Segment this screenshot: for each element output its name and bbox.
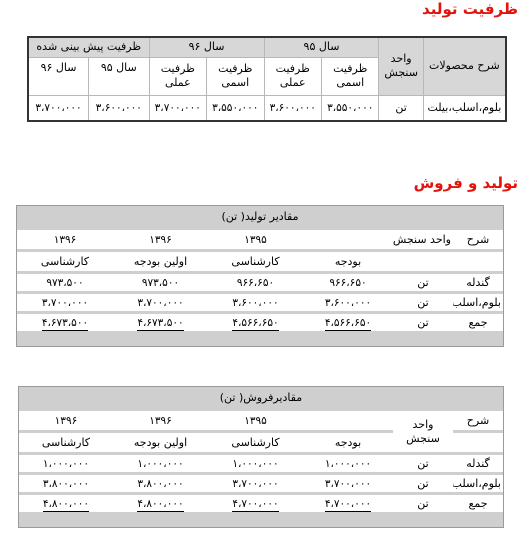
year-header: ۱۳۹۵ <box>208 411 303 433</box>
cell-value: ۳،۶۰۰،۰۰۰ <box>263 94 323 122</box>
row-desc: گندله <box>453 455 503 475</box>
sub-header: بودجه <box>303 252 393 274</box>
col-desc-header: شرح محصولات <box>422 36 507 96</box>
sales-banner: مقادیرفروش( تن) <box>18 387 503 411</box>
sales-table: مقادیرفروش( تن) شرح واحد سنجش ۱۳۹۵ ۱۳۹۶ … <box>18 386 504 528</box>
forecast-header: ظرفیت پیش بینی شده <box>27 36 150 58</box>
row-desc: بلوم،اسلب،بیلت <box>453 294 503 314</box>
capacity-title: ظرفیت تولید <box>422 0 518 18</box>
cell-value: ۳،۶۰۰،۰۰۰ <box>208 294 303 314</box>
cell-total: ۴،۸۰۰،۰۰۰ <box>42 497 90 512</box>
row-desc: گندله <box>453 274 503 294</box>
row-unit: تن <box>393 455 453 475</box>
sub-header: کارشناسی <box>208 433 303 455</box>
row-unit: تن <box>393 314 453 334</box>
nominal-header: ظرفیت اسمی <box>320 56 380 96</box>
table-row: جمع تن ۴،۵۶۶،۶۵۰ ۴،۵۶۶،۶۵۰ ۴،۶۷۳،۵۰۰ ۴،۶… <box>16 314 503 334</box>
cell-value: ۹۷۳،۵۰۰ <box>113 274 208 294</box>
cell-total: ۴،۵۶۶،۶۵۰ <box>232 316 279 331</box>
cell-value: ۹۶۶،۶۵۰ <box>208 274 303 294</box>
cell-total: ۴،۵۶۶،۶۵۰ <box>324 316 372 331</box>
cell-value: ۱،۰۰۰،۰۰۰ <box>18 455 113 475</box>
table-row: بلوم،اسلب،بیلت تن ۳،۶۰۰،۰۰۰ ۳،۶۰۰،۰۰۰ ۳،… <box>16 294 503 314</box>
row-desc: جمع <box>453 495 503 515</box>
row-unit: تن <box>393 475 453 495</box>
cell-value: ۳،۷۰۰،۰۰۰ <box>208 475 303 495</box>
year-header: ۱۳۹۶ <box>18 411 113 433</box>
cell-total: ۴،۸۰۰،۰۰۰ <box>137 497 184 512</box>
cell-total: ۴،۶۷۳،۵۰۰ <box>41 316 89 331</box>
col-unit-header: واحد سنجش <box>378 36 424 96</box>
row-unit: تن <box>393 294 453 314</box>
year95-header: سال ۹۵ <box>263 36 380 58</box>
row-desc: بلوم،اسلب،بیلت <box>453 475 503 495</box>
table-row: گندله تن ۹۶۶،۶۵۰ ۹۶۶،۶۵۰ ۹۷۳،۵۰۰ ۹۷۳،۵۰۰ <box>16 274 503 294</box>
cell-value: ۳،۷۰۰،۰۰۰ <box>113 294 208 314</box>
sub-header: اولین بودجه <box>113 252 208 274</box>
cell-total: ۴،۷۰۰،۰۰۰ <box>232 497 279 512</box>
cell-value: ۱،۰۰۰،۰۰۰ <box>303 455 393 475</box>
nominal-header: ظرفیت اسمی <box>206 56 265 96</box>
sub-header: کارشناسی <box>16 252 113 274</box>
capacity-table: شرح محصولات واحد سنجش سال ۹۵ سال ۹۶ ظرفی… <box>27 36 507 122</box>
col-unit-header: واحد سنجش <box>393 230 453 252</box>
year96-header: سال ۹۶ <box>148 36 265 58</box>
row-desc: بلوم،اسلب،بیلت <box>422 94 507 122</box>
cell-value: ۳،۸۰۰،۰۰۰ <box>113 475 208 495</box>
cell-value: ۳،۵۵۰،۰۰۰ <box>206 94 265 122</box>
year-header: ۱۳۹۶ <box>113 411 208 433</box>
row-unit: تن <box>378 94 424 122</box>
cell-value: ۳،۸۰۰،۰۰۰ <box>18 475 113 495</box>
production-table: مقادیر تولید( تن) شرح واحد سنجش ۱۳۹۵ ۱۳۹… <box>16 205 504 347</box>
table-row: جمع تن ۴،۷۰۰،۰۰۰ ۴،۷۰۰،۰۰۰ ۴،۸۰۰،۰۰۰ ۴،۸… <box>18 495 503 515</box>
cell-value: ۳،۷۰۰،۰۰۰ <box>16 294 113 314</box>
year-header: ۱۳۹۶ <box>16 230 113 252</box>
cell-value: ۳،۶۰۰،۰۰۰ <box>303 294 393 314</box>
production-sales-title: تولید و فروش <box>413 174 518 192</box>
cell-total: ۴،۶۷۳،۵۰۰ <box>137 316 184 331</box>
col-unit-header: واحد سنجش <box>393 411 453 455</box>
row-unit: تن <box>393 495 453 515</box>
table-row: بلوم،اسلب،بیلت تن ۳،۷۰۰،۰۰۰ ۳،۷۰۰،۰۰۰ ۳،… <box>18 475 503 495</box>
forecast96-header: سال ۹۶ <box>27 56 90 96</box>
cell-value: ۳،۶۰۰،۰۰۰ <box>88 94 150 122</box>
table-row: گندله تن ۱،۰۰۰،۰۰۰ ۱،۰۰۰،۰۰۰ ۱،۰۰۰،۰۰۰ ۱… <box>18 455 503 475</box>
forecast95-header: سال ۹۵ <box>88 56 150 96</box>
sub-header: کارشناسی <box>18 433 113 455</box>
col-desc-header: شرح <box>453 411 503 433</box>
sub-header: اولین بودجه <box>113 433 208 455</box>
cell-value: ۳،۵۵۰،۰۰۰ <box>320 94 380 122</box>
row-unit: تن <box>393 274 453 294</box>
cell-value: ۱،۰۰۰،۰۰۰ <box>113 455 208 475</box>
cell-total: ۴،۷۰۰،۰۰۰ <box>324 497 372 512</box>
cell-value: ۹۶۶،۶۵۰ <box>303 274 393 294</box>
col-desc-header: شرح <box>453 230 503 252</box>
actual-header: ظرفیت عملی <box>263 56 323 96</box>
cell-value: ۱،۰۰۰،۰۰۰ <box>208 455 303 475</box>
cell-value: ۳،۷۰۰،۰۰۰ <box>148 94 208 122</box>
row-desc: جمع <box>453 314 503 334</box>
year-header: ۱۳۹۵ <box>208 230 303 252</box>
cell-value: ۹۷۳،۵۰۰ <box>16 274 113 294</box>
actual-header: ظرفیت عملی <box>148 56 208 96</box>
table-row: بلوم،اسلب،بیلت تن ۳،۵۵۰،۰۰۰ ۳،۶۰۰،۰۰۰ ۳،… <box>27 94 507 122</box>
sub-header: کارشناسی <box>208 252 303 274</box>
cell-value: ۳،۷۰۰،۰۰۰ <box>27 94 90 122</box>
sub-header: بودجه <box>303 433 393 455</box>
production-banner: مقادیر تولید( تن) <box>16 206 503 230</box>
year-header: ۱۳۹۶ <box>113 230 208 252</box>
cell-value: ۳،۷۰۰،۰۰۰ <box>303 475 393 495</box>
